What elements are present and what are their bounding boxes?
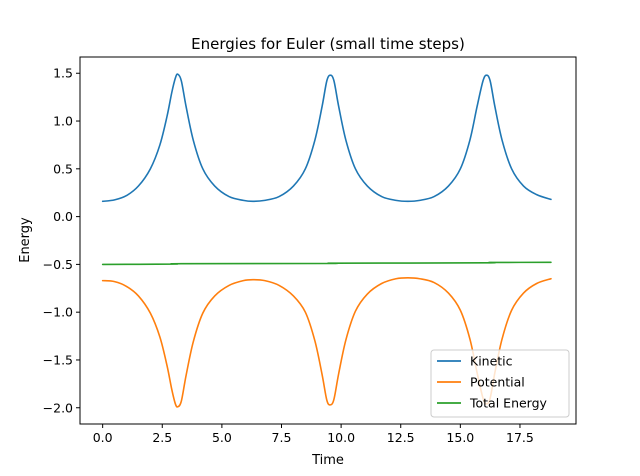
y-tick-label: −2.0 — [43, 400, 73, 415]
y-tick-label: −0.5 — [43, 257, 73, 272]
legend-box — [430, 349, 570, 418]
y-tick-label: 1.5 — [53, 66, 73, 81]
series-line-total-energy — [101, 261, 552, 266]
legend-label-kinetic: Kinetic — [470, 354, 513, 369]
x-tick-label: 2.5 — [152, 430, 172, 445]
x-axis-label: Time — [311, 453, 344, 468]
x-tick-label: 12.5 — [387, 430, 415, 445]
x-tick-label: 7.5 — [272, 430, 292, 445]
x-tick-label: 10.0 — [327, 430, 355, 445]
y-axis-ticks: 1.5 1.0 0.5 0.0 −0.5 −1.0 −1.5 −2.0 — [43, 66, 80, 415]
y-tick-label: −1.0 — [43, 305, 73, 320]
x-axis-ticks: 0.0 2.5 5.0 7.5 10.0 12.5 15.0 17.5 — [93, 424, 534, 445]
y-tick-label: 0.0 — [53, 209, 73, 224]
series-line-kinetic — [101, 73, 552, 203]
y-tick-label: −1.5 — [43, 352, 73, 367]
plot-frame — [79, 56, 577, 425]
x-tick-label: 17.5 — [506, 430, 534, 445]
x-tick-label: 0.0 — [93, 430, 113, 445]
x-tick-label: 15.0 — [446, 430, 474, 445]
legend-label-total-energy: Total Energy — [469, 396, 548, 411]
chart-title: Energies for Euler (small time steps) — [191, 35, 465, 53]
x-tick-label: 5.0 — [212, 430, 232, 445]
y-tick-label: 0.5 — [53, 161, 73, 176]
legend-label-potential: Potential — [470, 375, 525, 390]
y-tick-label: 1.0 — [53, 114, 73, 129]
y-axis-label: Energy — [18, 217, 33, 263]
legend: Kinetic Potential Total Energy — [430, 349, 570, 418]
